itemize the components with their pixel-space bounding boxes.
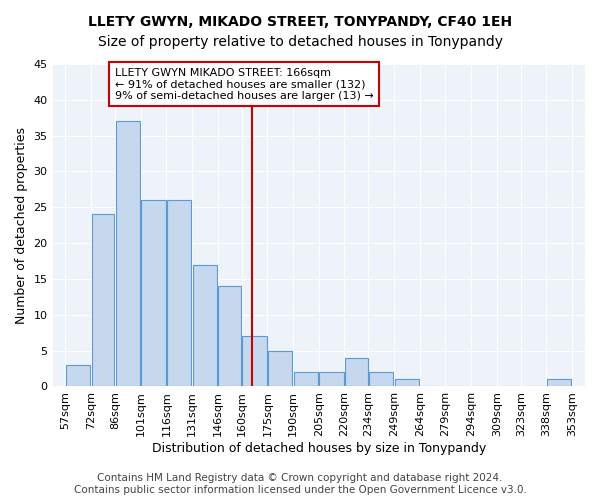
Text: Size of property relative to detached houses in Tonypandy: Size of property relative to detached ho… <box>97 35 503 49</box>
Text: LLETY GWYN, MIKADO STREET, TONYPANDY, CF40 1EH: LLETY GWYN, MIKADO STREET, TONYPANDY, CF… <box>88 15 512 29</box>
Bar <box>218 286 241 386</box>
Text: LLETY GWYN MIKADO STREET: 166sqm
← 91% of detached houses are smaller (132)
9% o: LLETY GWYN MIKADO STREET: 166sqm ← 91% o… <box>115 68 374 101</box>
Bar <box>66 365 91 386</box>
Bar <box>116 122 140 386</box>
Bar <box>193 264 217 386</box>
Bar <box>167 200 191 386</box>
Bar <box>294 372 318 386</box>
Bar <box>395 380 419 386</box>
Bar <box>242 336 267 386</box>
Bar <box>547 380 571 386</box>
Bar <box>369 372 394 386</box>
Bar <box>345 358 368 386</box>
Bar <box>319 372 344 386</box>
Bar <box>92 214 115 386</box>
Text: Contains HM Land Registry data © Crown copyright and database right 2024.
Contai: Contains HM Land Registry data © Crown c… <box>74 474 526 495</box>
Y-axis label: Number of detached properties: Number of detached properties <box>15 126 28 324</box>
Bar <box>268 350 292 386</box>
Bar <box>142 200 166 386</box>
X-axis label: Distribution of detached houses by size in Tonypandy: Distribution of detached houses by size … <box>152 442 486 455</box>
